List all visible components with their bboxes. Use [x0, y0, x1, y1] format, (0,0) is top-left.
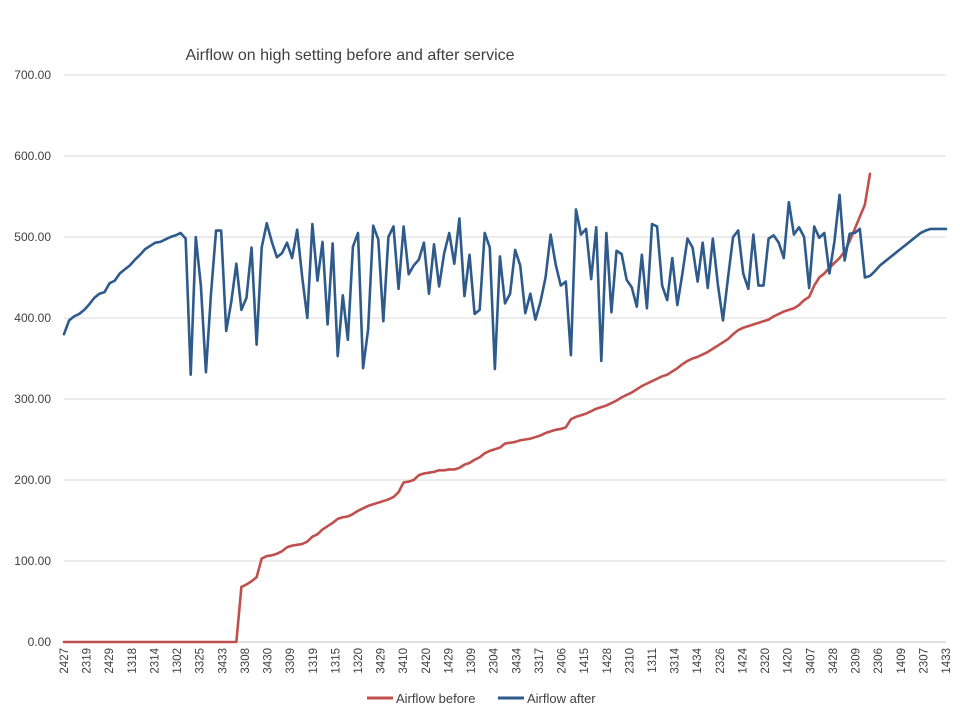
x-tick-label: 1302	[172, 648, 184, 674]
legend: Airflow before Airflow after	[367, 691, 596, 706]
y-tick-label: 300.00	[14, 392, 51, 406]
x-tick-label: 2406	[557, 648, 569, 674]
x-tick-label: 1318	[127, 648, 139, 674]
x-tick-label: 3433	[217, 648, 229, 674]
x-tick-label: 3429	[376, 648, 388, 674]
y-tick-label: 0.00	[28, 635, 52, 649]
x-tick-label: 1309	[466, 648, 478, 674]
legend-label-airflow-after: Airflow after	[527, 691, 596, 706]
x-tick-label: 2310	[624, 648, 636, 674]
x-tick-label: 3407	[805, 648, 817, 674]
chart-title: Airflow on high setting before and after…	[185, 47, 514, 64]
x-tick-label: 1434	[692, 647, 704, 673]
series-line-airflow-before	[62, 172, 872, 644]
x-tick-label: 1319	[308, 648, 320, 674]
x-tick-label: 2307	[918, 648, 930, 674]
x-tick-label: 2326	[715, 648, 727, 674]
x-tick-label: 3314	[670, 647, 682, 673]
y-tick-label: 400.00	[14, 311, 51, 325]
x-tick-label: 2304	[489, 647, 501, 673]
x-tick-label: 1429	[443, 648, 455, 674]
x-tick-label: 1415	[579, 648, 591, 674]
x-tick-label: 3325	[195, 648, 207, 674]
x-tick-label: 2314	[149, 647, 161, 673]
x-tick-label: 2429	[104, 648, 116, 674]
y-tick-label: 100.00	[14, 554, 51, 568]
y-tick-label: 500.00	[14, 230, 51, 244]
gridlines	[64, 74, 946, 562]
series-line-airflow-after	[62, 193, 948, 377]
x-tick-label: 1420	[783, 648, 795, 674]
x-tick-label: 2309	[851, 648, 863, 674]
x-tick-label: 3309	[285, 648, 297, 674]
x-tick-label: 2319	[82, 648, 94, 674]
x-tick-label: 2427	[59, 648, 71, 674]
y-axis-tick-labels: 0.00 100.00 200.00 300.00 400.00 500.00 600.00…	[14, 68, 51, 649]
x-tick-label: 1320	[353, 648, 365, 674]
x-tick-label: 1433	[941, 648, 953, 674]
x-tick-label: 3430	[263, 648, 275, 674]
y-tick-label: 200.00	[14, 473, 51, 487]
legend-label-airflow-before: Airflow before	[396, 691, 475, 706]
x-tick-label: 3434	[511, 647, 523, 673]
x-tick-label: 1315	[330, 648, 342, 674]
y-tick-label: 600.00	[14, 149, 51, 163]
x-tick-label: 1311	[647, 648, 659, 673]
x-tick-label: 3428	[828, 648, 840, 674]
x-axis-tick-labels: 2427 2319 2429 1318 2314 1302 3325 3433 3308 3430…	[59, 647, 953, 673]
x-tick-label: 2420	[421, 648, 433, 674]
x-tick-label: 3308	[240, 648, 252, 674]
x-tick-label: 2306	[873, 648, 885, 674]
x-tick-label: 1424	[737, 647, 749, 673]
x-tick-label: 2320	[760, 648, 772, 674]
x-tick-label: 3317	[534, 648, 546, 674]
x-tick-label: 3410	[398, 648, 410, 674]
y-tick-label: 700.00	[14, 68, 51, 82]
x-tick-label: 1428	[602, 648, 614, 674]
series-lines	[62, 172, 948, 644]
x-tick-label: 1409	[896, 648, 908, 674]
